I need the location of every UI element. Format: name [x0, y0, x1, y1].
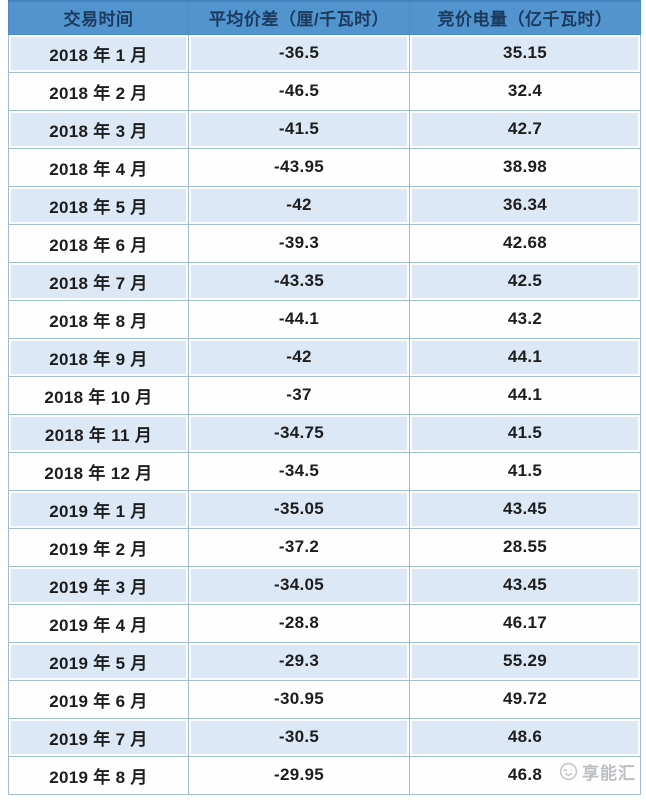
header-bid-volume: 竞价电量（亿千瓦时）: [409, 0, 641, 35]
bid-volume-cell: 35.15: [409, 33, 641, 73]
avg-price-diff-cell: -30.5: [188, 717, 410, 757]
header-avg-price-diff: 平均价差（厘/千瓦时）: [188, 0, 410, 35]
bid-volume-cell: 42.5: [409, 261, 641, 301]
bid-volume-cell: 32.4: [409, 71, 641, 111]
period-cell: 2019 年 5 月: [8, 641, 189, 681]
bid-volume-cell: 44.1: [409, 375, 641, 415]
period-cell: 2018 年 1 月: [8, 33, 189, 73]
avg-price-diff-cell: -30.95: [188, 679, 410, 719]
period-cell: 2019 年 3 月: [8, 565, 189, 605]
avg-price-diff-cell: -36.5: [188, 33, 410, 73]
period-cell: 2019 年 2 月: [8, 527, 189, 567]
bid-volume-cell: 28.55: [409, 527, 641, 567]
avg-price-diff-cell: -46.5: [188, 71, 410, 111]
bid-volume-cell: 43.45: [409, 565, 641, 605]
bid-volume-cell: 43.2: [409, 299, 641, 339]
table-row: 2019 年 8 月 -29.95 46.8: [8, 755, 641, 795]
table-row: 2019 年 1 月 -35.05 43.45: [8, 489, 641, 529]
bid-volume-cell: 49.72: [409, 679, 641, 719]
avg-price-diff-cell: -43.95: [188, 147, 410, 187]
table-row: 2019 年 2 月 -37.2 28.55: [8, 527, 641, 567]
period-cell: 2018 年 9 月: [8, 337, 189, 377]
period-cell: 2018 年 10 月: [8, 375, 189, 415]
table-row: 2018 年 12 月 -34.5 41.5: [8, 451, 641, 491]
table-row: 2019 年 4 月 -28.8 46.17: [8, 603, 641, 643]
period-cell: 2018 年 3 月: [8, 109, 189, 149]
bid-volume-cell: 41.5: [409, 451, 641, 491]
avg-price-diff-cell: -42: [188, 185, 410, 225]
period-cell: 2018 年 8 月: [8, 299, 189, 339]
table-row: 2018 年 10 月 -37 44.1: [8, 375, 641, 415]
table-row: 2018 年 3 月 -41.5 42.7: [8, 109, 641, 149]
table-row: 2018 年 2 月 -46.5 32.4: [8, 71, 641, 111]
period-cell: 2019 年 4 月: [8, 603, 189, 643]
avg-price-diff-cell: -35.05: [188, 489, 410, 529]
avg-price-diff-cell: -37: [188, 375, 410, 415]
bid-volume-cell: 48.6: [409, 717, 641, 757]
avg-price-diff-cell: -43.35: [188, 261, 410, 301]
bid-volume-cell: 55.29: [409, 641, 641, 681]
table-header-row: 交易时间 平均价差（厘/千瓦时） 竞价电量（亿千瓦时）: [8, 0, 641, 35]
avg-price-diff-cell: -39.3: [188, 223, 410, 263]
period-cell: 2018 年 5 月: [8, 185, 189, 225]
period-cell: 2019 年 7 月: [8, 717, 189, 757]
bid-volume-cell: 42.68: [409, 223, 641, 263]
period-cell: 2018 年 2 月: [8, 71, 189, 111]
bid-volume-cell: 46.8: [409, 755, 641, 795]
table-row: 2018 年 5 月 -42 36.34: [8, 185, 641, 225]
bid-volume-cell: 36.34: [409, 185, 641, 225]
avg-price-diff-cell: -29.95: [188, 755, 410, 795]
table-row: 2019 年 3 月 -34.05 43.45: [8, 565, 641, 605]
avg-price-diff-cell: -44.1: [188, 299, 410, 339]
bid-volume-cell: 43.45: [409, 489, 641, 529]
period-cell: 2018 年 11 月: [8, 413, 189, 453]
table-body: 2018 年 1 月 -36.5 35.15 2018 年 2 月 -46.5 …: [8, 33, 641, 795]
table-row: 2018 年 1 月 -36.5 35.15: [8, 33, 641, 73]
table-row: 2018 年 8 月 -44.1 43.2: [8, 299, 641, 339]
table-row: 2019 年 5 月 -29.3 55.29: [8, 641, 641, 681]
period-cell: 2019 年 8 月: [8, 755, 189, 795]
table-row: 2018 年 11 月 -34.75 41.5: [8, 413, 641, 453]
avg-price-diff-cell: -28.8: [188, 603, 410, 643]
period-cell: 2018 年 7 月: [8, 261, 189, 301]
avg-price-diff-cell: -34.75: [188, 413, 410, 453]
period-cell: 2019 年 1 月: [8, 489, 189, 529]
table-row: 2018 年 7 月 -43.35 42.5: [8, 261, 641, 301]
price-table: 交易时间 平均价差（厘/千瓦时） 竞价电量（亿千瓦时） 2018 年 1 月 -…: [8, 0, 641, 795]
table-row: 2018 年 4 月 -43.95 38.98: [8, 147, 641, 187]
period-cell: 2018 年 6 月: [8, 223, 189, 263]
period-cell: 2019 年 6 月: [8, 679, 189, 719]
bid-volume-cell: 41.5: [409, 413, 641, 453]
period-cell: 2018 年 4 月: [8, 147, 189, 187]
avg-price-diff-cell: -42: [188, 337, 410, 377]
bid-volume-cell: 38.98: [409, 147, 641, 187]
bid-volume-cell: 44.1: [409, 337, 641, 377]
header-trading-period: 交易时间: [8, 0, 189, 35]
bid-volume-cell: 46.17: [409, 603, 641, 643]
table-row: 2018 年 9 月 -42 44.1: [8, 337, 641, 377]
avg-price-diff-cell: -34.05: [188, 565, 410, 605]
period-cell: 2018 年 12 月: [8, 451, 189, 491]
avg-price-diff-cell: -34.5: [188, 451, 410, 491]
avg-price-diff-cell: -37.2: [188, 527, 410, 567]
avg-price-diff-cell: -29.3: [188, 641, 410, 681]
table-row: 2019 年 7 月 -30.5 48.6: [8, 717, 641, 757]
table-row: 2018 年 6 月 -39.3 42.68: [8, 223, 641, 263]
table-row: 2019 年 6 月 -30.95 49.72: [8, 679, 641, 719]
avg-price-diff-cell: -41.5: [188, 109, 410, 149]
bid-volume-cell: 42.7: [409, 109, 641, 149]
